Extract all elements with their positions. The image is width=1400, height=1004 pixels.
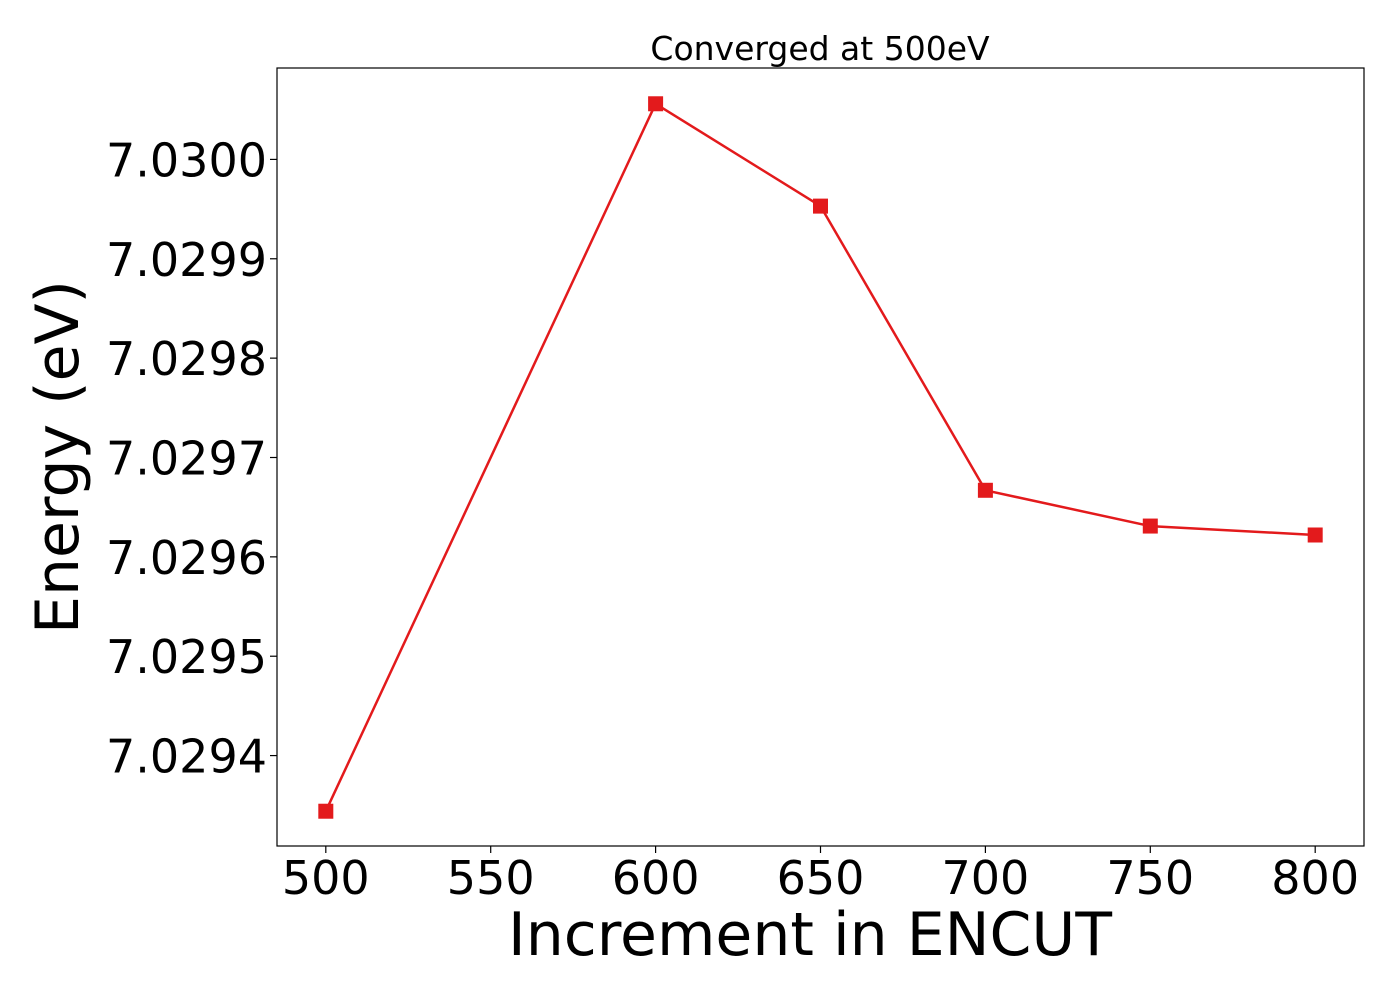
x-tick-label: 650	[777, 851, 865, 905]
y-tick-label: 7.0298	[106, 332, 267, 386]
data-point-marker	[977, 482, 993, 498]
y-tick-label: 7.0294	[106, 730, 267, 784]
data-point-marker	[1307, 527, 1323, 543]
data-point-marker	[318, 803, 334, 819]
y-tick-label: 7.0299	[106, 233, 267, 287]
series-line	[324, 102, 1316, 812]
series-layer	[318, 96, 1323, 819]
x-tick-label: 600	[612, 851, 700, 905]
y-axis-title: Energy (eV)	[23, 280, 93, 634]
data-point-marker	[1142, 518, 1158, 534]
x-axis-title: Increment in ENCUT	[508, 900, 1112, 970]
y-tick-label: 7.0297	[106, 431, 267, 485]
x-tick-label: 700	[941, 851, 1029, 905]
x-tick-label: 750	[1106, 851, 1194, 905]
x-tick-label: 500	[282, 851, 370, 905]
y-tick-label: 7.0300	[106, 133, 267, 187]
y-axis-ticks: 7.0294 7.0295 7.0296 7.0297 7.0298 7.0299 7.03…	[106, 133, 277, 784]
plot-area-frame	[276, 67, 1365, 847]
y-tick-label: 7.0296	[106, 531, 267, 585]
data-point-marker	[648, 96, 664, 112]
x-axis-ticks: 500 550 600 650 700 750 800	[282, 846, 1359, 905]
chart-title: Converged at 500eV	[650, 29, 990, 68]
y-tick-label: 7.0295	[106, 630, 267, 684]
x-tick-label: 800	[1271, 851, 1359, 905]
x-tick-label: 550	[447, 851, 535, 905]
data-point-marker	[813, 198, 828, 214]
